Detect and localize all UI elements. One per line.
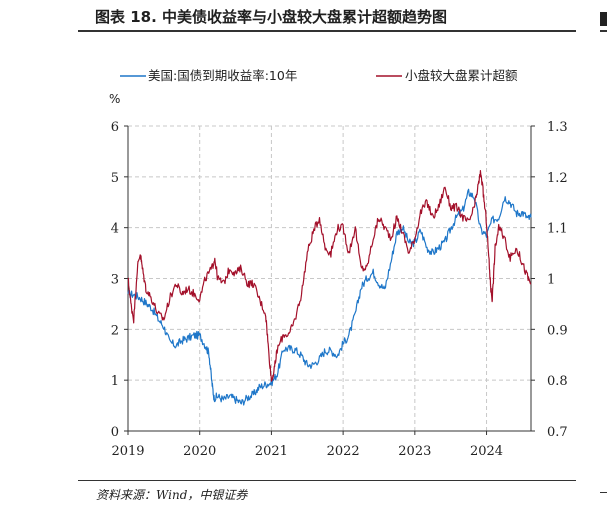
left-tick-label: 6 <box>111 120 119 135</box>
legend-label-small-cap-excess: 小盘较大盘累计超额 <box>405 68 518 83</box>
legend-label-us-yield: 美国:国债到期收益率:10年 <box>148 68 297 83</box>
x-tick-label: 2019 <box>111 444 144 459</box>
left-tick-label: 4 <box>111 222 119 237</box>
title-divider <box>78 30 576 32</box>
adjacent-panel-divider <box>600 30 607 32</box>
series-lines <box>127 170 532 406</box>
right-tick-label: 1.2 <box>547 171 568 186</box>
axes: 0 1 2 3 4 5 6 0.7 0.8 0.9 1 1.1 1.2 1.3 2019 2020 2021 20… <box>111 120 568 459</box>
series-line-us-yield <box>127 188 532 406</box>
adjacent-panel-footer-edge <box>600 492 607 493</box>
left-tick-label: 0 <box>111 425 119 440</box>
right-tick-label: 0.8 <box>547 374 568 389</box>
x-tick-label: 2022 <box>327 444 360 459</box>
adjacent-panel-edge <box>600 12 607 26</box>
source-note: 资料来源：Wind，中银证券 <box>96 488 248 502</box>
right-tick-label: 1.3 <box>547 120 568 135</box>
left-tick-label: 3 <box>111 273 119 288</box>
series-line-small-cap-excess <box>127 170 532 382</box>
x-tick-label: 2021 <box>255 444 288 459</box>
legend: 美国:国债到期收益率:10年 小盘较大盘累计超额 <box>120 68 518 83</box>
left-tick-label: 1 <box>111 374 119 389</box>
left-tick-label: 2 <box>111 323 119 338</box>
right-tick-label: 1 <box>547 273 555 288</box>
right-tick-label: 0.9 <box>547 323 568 338</box>
gridlines <box>128 125 531 431</box>
right-tick-label: 0.7 <box>547 425 568 440</box>
footer-divider <box>78 480 576 481</box>
x-tick-label: 2020 <box>183 444 216 459</box>
chart-title: 图表 18. 中美债收益率与小盘较大盘累计超额趋势图 <box>95 8 448 26</box>
left-axis-unit: % <box>109 92 120 106</box>
x-tick-label: 2024 <box>470 444 503 459</box>
x-tick-label: 2023 <box>398 444 431 459</box>
right-tick-label: 1.1 <box>547 222 568 237</box>
left-tick-label: 5 <box>111 171 119 186</box>
